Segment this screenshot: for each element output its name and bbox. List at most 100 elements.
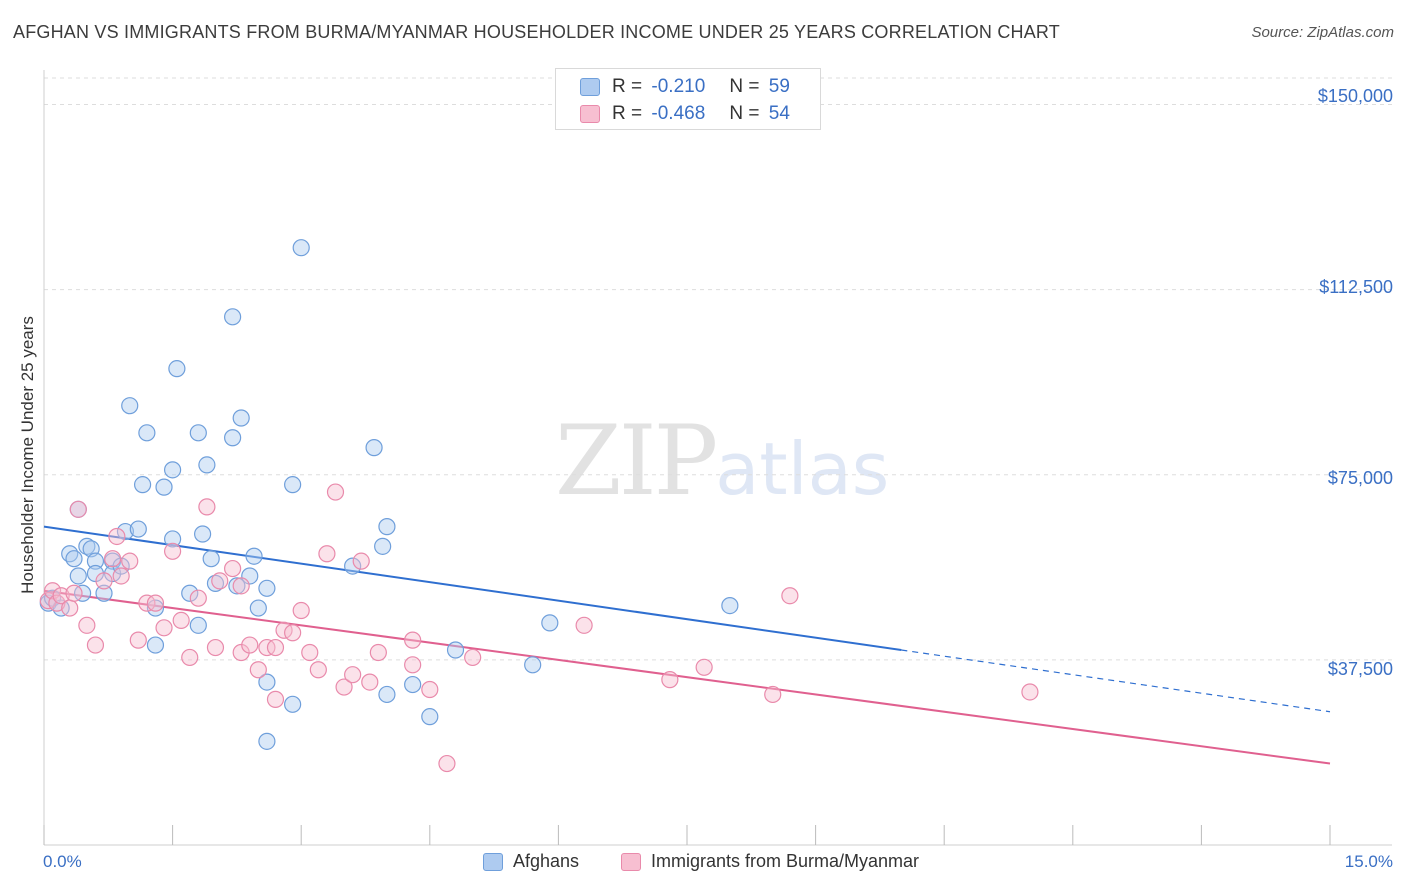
afghans-point [198, 456, 216, 474]
burma-point [155, 619, 173, 637]
burma-point [52, 587, 70, 605]
legend-n-value-burma: 54 [768, 103, 790, 124]
burma-point [198, 498, 216, 516]
afghans-trend-extrapolation [901, 649, 1331, 713]
burma-point [404, 631, 422, 649]
burma-point [438, 754, 456, 773]
afghans-trend-line [43, 525, 902, 652]
afghans-point [404, 675, 422, 694]
afghans-point [292, 239, 310, 257]
burma-point [301, 643, 319, 662]
afghans-point [284, 695, 302, 713]
legend-n-value-afghans: 59 [768, 76, 790, 97]
afghans-point [155, 478, 173, 496]
burma-point [369, 643, 387, 662]
afghans-point [164, 530, 182, 548]
afghans-point [181, 584, 199, 602]
afghans-point [541, 614, 559, 632]
burma-point [69, 500, 87, 518]
afghans-point [121, 397, 139, 415]
afghans-point [365, 439, 383, 457]
afghans-point [258, 673, 276, 691]
legend-label-burma: Immigrants from Burma/Myanmar [651, 851, 920, 871]
legend-item-burma: Immigrants from Burma/Myanmar [621, 851, 919, 872]
burma-swatch [621, 852, 641, 871]
afghans-point [421, 708, 439, 726]
burma-point [344, 666, 362, 684]
correlation-legend: R = -0.210 N = 59 R = -0.468 N = 54 [555, 68, 821, 130]
y-tick-label: $112,500 [1319, 277, 1393, 297]
burma-point [404, 656, 422, 674]
afghans-point [189, 616, 207, 634]
legend-item-afghans: Afghans [483, 851, 579, 872]
burma-point [464, 648, 482, 667]
burma-point [421, 680, 439, 699]
burma-point [309, 661, 327, 679]
burma-point [1021, 683, 1039, 701]
burma-point [335, 678, 353, 696]
burma-point [172, 611, 190, 629]
y-tick-label: $37,500 [1327, 659, 1393, 679]
watermark-zip: ZIP [555, 405, 718, 517]
afghans-point [374, 537, 392, 555]
afghans-swatch [580, 78, 600, 96]
burma-point [326, 483, 345, 501]
burma-point [86, 636, 105, 654]
afghans-point [378, 685, 396, 704]
burma-point [352, 552, 370, 570]
burma-trend-line [43, 589, 1331, 765]
y-tick-label: $150,000 [1317, 86, 1393, 106]
legend-r-label: R = [612, 76, 643, 97]
afghans-point [258, 579, 276, 597]
afghans-point [344, 557, 362, 575]
afghans-point [249, 599, 267, 617]
burma-point [781, 587, 799, 605]
burma-point [266, 638, 285, 657]
burma-point [61, 599, 79, 617]
burma-point [318, 545, 336, 563]
burma-point [241, 636, 259, 654]
legend-n-label: N = [729, 76, 760, 97]
legend-n-label: N = [729, 103, 760, 124]
burma-point [575, 616, 593, 634]
burma-point [266, 690, 285, 708]
burma-point [108, 527, 126, 546]
afghans-point [168, 360, 186, 378]
burma-point [361, 673, 379, 691]
afghans-point [524, 656, 542, 674]
afghans-point [146, 599, 165, 617]
watermark: ZIPatlas [555, 405, 889, 517]
burma-point [78, 616, 96, 634]
afghans-point [189, 424, 207, 442]
burma-point [121, 552, 139, 570]
afghans-point [116, 522, 135, 541]
burma-point [95, 572, 113, 590]
afghans-point [164, 461, 182, 479]
afghans-point [95, 584, 113, 602]
x-tick-label-min: 0.0% [43, 852, 82, 871]
afghans-point [721, 596, 739, 615]
afghans-point [232, 409, 250, 427]
burma-point [164, 542, 182, 560]
burma-point [764, 685, 782, 704]
burma-point [232, 577, 250, 595]
burma-point [112, 567, 130, 585]
legend-label-afghans: Afghans [513, 851, 580, 871]
afghans-point [258, 732, 276, 750]
afghans-point [202, 550, 220, 568]
burma-point [103, 550, 122, 568]
burma-point [65, 584, 83, 602]
burma-point [224, 559, 242, 578]
afghans-point [245, 547, 263, 565]
afghans-point [133, 476, 152, 494]
legend-r-value-afghans: -0.210 [651, 76, 706, 97]
afghans-point [194, 525, 212, 543]
watermark-atlas: atlas [715, 427, 890, 511]
burma-point [284, 624, 302, 642]
afghans-point [228, 577, 246, 595]
afghans-point [446, 641, 465, 659]
afghans-point [224, 429, 242, 447]
burma-point [189, 589, 207, 607]
burma-point [249, 661, 267, 679]
